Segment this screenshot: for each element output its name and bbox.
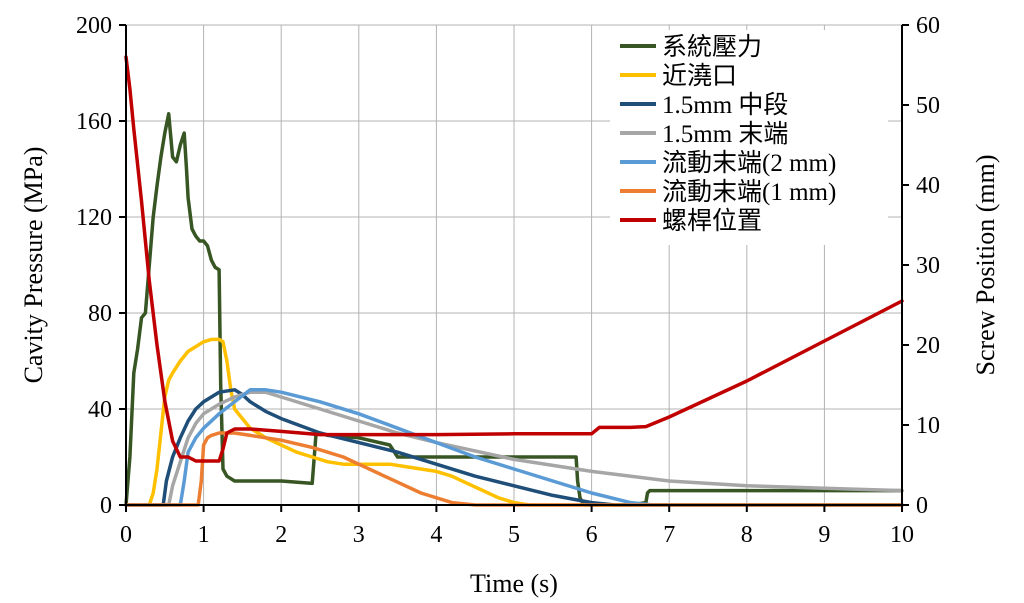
x-tick-label: 2 [275, 522, 287, 548]
x-tick-label: 7 [663, 522, 675, 548]
y2-tick-label: 50 [916, 93, 940, 119]
y-tick-label: 40 [88, 397, 112, 423]
y-tick-label: 160 [76, 109, 112, 135]
y-tick-label: 0 [100, 493, 112, 519]
series-line-3 [124, 388, 904, 507]
legend-label: 系統壓力 [662, 33, 762, 61]
series-line-5 [124, 388, 904, 507]
x-tick-label: 1 [198, 522, 210, 548]
series-line-7 [124, 55, 904, 463]
series-line-6 [124, 431, 904, 507]
legend-label: 螺桿位置 [662, 207, 762, 235]
y2-axis-title: Screw Position (mm) [971, 155, 1000, 376]
y-tick-label: 200 [76, 13, 112, 39]
y2-tick-label: 10 [916, 413, 940, 439]
x-tick-label: 3 [353, 522, 365, 548]
y-tick-label: 80 [88, 301, 112, 327]
y2-tick-label: 0 [916, 493, 928, 519]
series-line-4 [124, 390, 904, 507]
x-tick-label: 6 [586, 522, 598, 548]
x-tick-label: 0 [120, 522, 132, 548]
y2-tick-label: 40 [916, 173, 940, 199]
x-tick-label: 8 [741, 522, 753, 548]
y-tick-label: 120 [76, 205, 112, 231]
axes [119, 24, 909, 512]
y-axis-title: Cavity Pressure (MPa) [19, 147, 48, 384]
legend-label: 流動末端(1 mm) [662, 178, 836, 206]
x-axis-title: Time (s) [470, 569, 558, 598]
legend-label: 流動末端(2 mm) [662, 149, 836, 177]
series-line-2 [124, 337, 904, 507]
legend-label: 近澆口 [662, 62, 737, 90]
x-tick-label: 10 [890, 522, 914, 548]
y2-tick-label: 20 [916, 333, 940, 359]
y2-tick-label: 30 [916, 253, 940, 279]
x-tick-label: 4 [430, 522, 442, 548]
y2-tick-label: 60 [916, 13, 940, 39]
x-tick-label: 9 [818, 522, 830, 548]
legend-background [610, 30, 888, 245]
legend-label: 1.5mm 末端 [662, 120, 788, 148]
legend-label: 1.5mm 中段 [662, 91, 788, 119]
x-tick-label: 5 [508, 522, 520, 548]
